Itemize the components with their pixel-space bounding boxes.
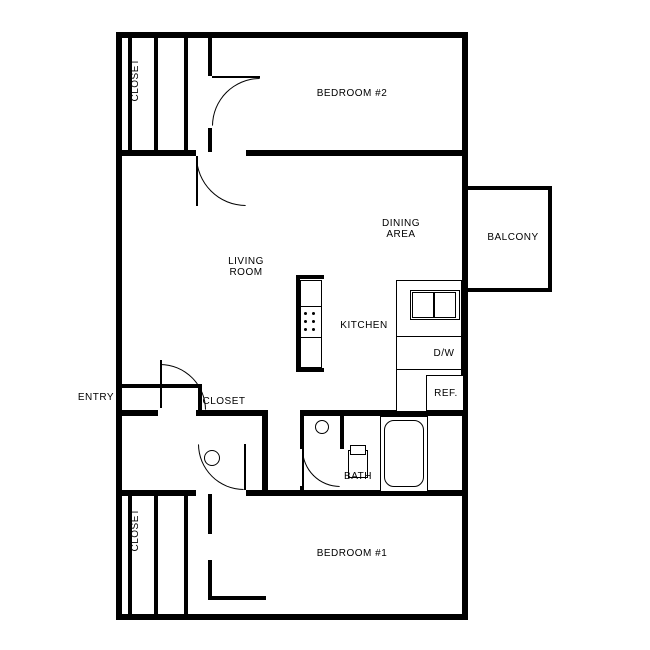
wall [116,614,468,620]
label-closet2: CLOSET [196,396,252,407]
label-entry: ENTRY [76,392,116,403]
burner [312,328,315,331]
wall [296,368,324,372]
door-leaf [196,156,198,206]
tub-inner [384,420,424,487]
burner [304,320,307,323]
sink-left [412,292,434,318]
floor-plan: { "type": "floor-plan", "background_colo… [0,0,650,650]
wall [208,596,266,600]
wall [300,413,304,449]
burner [312,320,315,323]
wall [116,410,158,416]
wall [462,32,468,618]
wall [208,494,212,534]
wall [208,36,212,76]
label-bedroom2: BEDROOM #2 [292,88,412,99]
label-kitchen: KITCHEN [336,320,392,331]
wall [184,494,188,616]
door-swing [198,444,244,490]
wall [548,186,552,291]
door-swing [212,78,260,126]
door-swing [196,156,246,206]
wall [116,32,122,618]
wall [208,128,212,152]
wall [196,410,268,416]
label-dining: DINING AREA [366,218,436,240]
wall [246,490,468,496]
wall [208,560,212,600]
wall [184,36,188,152]
label-closet3: CLOSET [130,500,141,560]
label-closet1: CLOSET [130,50,141,110]
wall [154,494,158,616]
burner [312,312,315,315]
toilet-tank [350,445,366,455]
label-dw: D/W [432,348,456,359]
label-balcony: BALCONY [478,232,548,243]
label-living: LIVING ROOM [206,256,286,278]
burner [304,328,307,331]
bath-sink [315,420,329,434]
door-leaf [160,360,162,408]
door-leaf [302,449,304,487]
wall [462,186,552,190]
door-swing [302,449,340,487]
burner [304,312,307,315]
divider [396,280,397,410]
wall [154,36,158,152]
wall [340,413,344,449]
sink-right [434,292,456,318]
wall [246,150,468,156]
label-bedroom1: BEDROOM #1 [292,548,412,559]
door-leaf [212,76,260,78]
label-bath: BATH [338,471,378,482]
door-leaf [244,444,246,490]
wall [262,410,268,494]
wall [296,275,324,279]
label-ref: REF. [432,388,460,399]
wall [116,32,468,38]
wall [462,288,552,292]
